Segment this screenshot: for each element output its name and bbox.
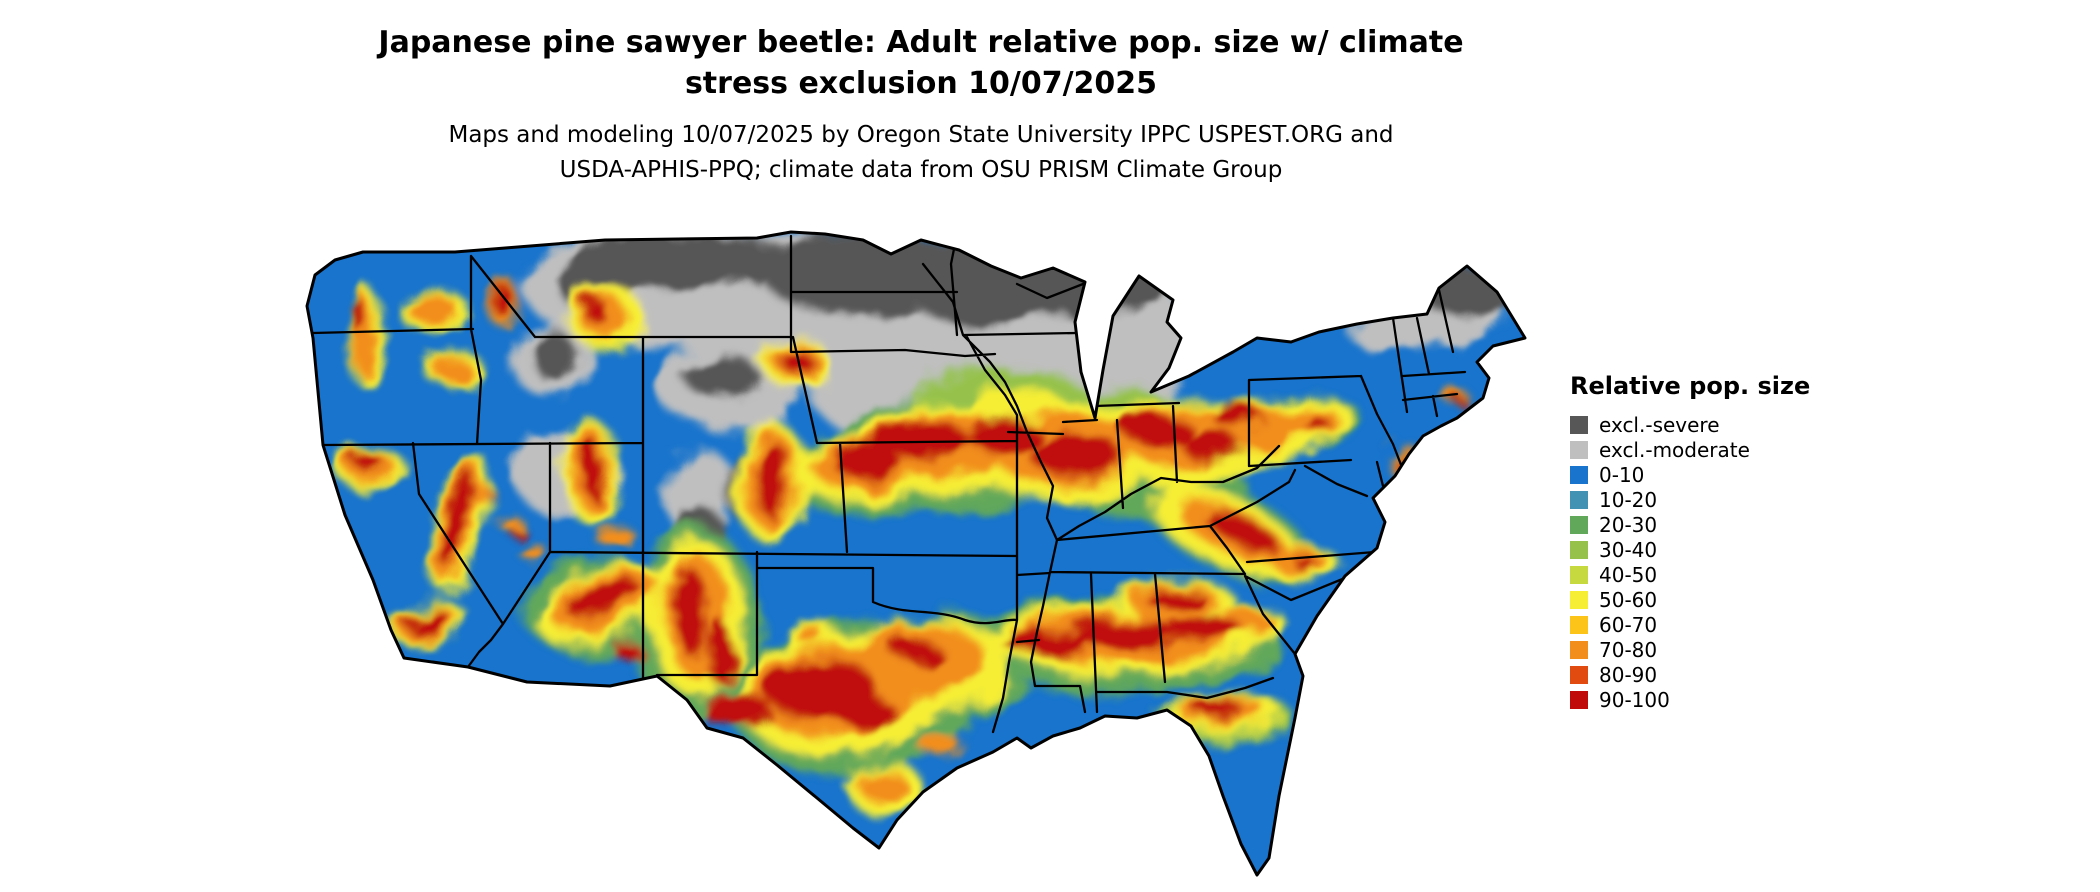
legend-item-excl-moderate: excl.-moderate <box>1570 437 1810 462</box>
legend-label: 0-10 <box>1599 462 1645 487</box>
legend-item-20-30: 20-30 <box>1570 512 1810 537</box>
legend-item-90-100: 90-100 <box>1570 687 1810 712</box>
legend-label: 20-30 <box>1599 512 1658 537</box>
legend-item-60-70: 60-70 <box>1570 612 1810 637</box>
legend-swatch <box>1570 665 1588 684</box>
legend-label: 60-70 <box>1599 612 1658 637</box>
legend-swatch <box>1570 590 1588 609</box>
legend: Relative pop. size excl.-severe excl.-mo… <box>1570 372 1810 712</box>
title-line-1: Japanese pine sawyer beetle: Adult relat… <box>378 25 1464 60</box>
legend-label: 80-90 <box>1599 662 1658 687</box>
legend-item-10-20: 10-20 <box>1570 487 1810 512</box>
legend-swatch <box>1570 540 1588 559</box>
legend-label: 40-50 <box>1599 562 1658 587</box>
population-peak-layer <box>350 282 1465 728</box>
legend-swatch <box>1570 640 1588 659</box>
legend-items: excl.-severe excl.-moderate 0-10 10-20 2… <box>1570 412 1810 712</box>
legend-label: 70-80 <box>1599 637 1658 662</box>
legend-item-excl-severe: excl.-severe <box>1570 412 1810 437</box>
us-map <box>305 230 1527 888</box>
legend-label: excl.-moderate <box>1599 437 1750 462</box>
legend-item-50-60: 50-60 <box>1570 587 1810 612</box>
legend-label: 30-40 <box>1599 537 1658 562</box>
legend-item-30-40: 30-40 <box>1570 537 1810 562</box>
legend-swatch <box>1570 690 1588 709</box>
legend-item-80-90: 80-90 <box>1570 662 1810 687</box>
legend-label: 90-100 <box>1599 687 1670 712</box>
legend-item-0-10: 0-10 <box>1570 462 1810 487</box>
legend-title: Relative pop. size <box>1570 372 1811 400</box>
subtitle-line-1: Maps and modeling 10/07/2025 by Oregon S… <box>448 122 1394 148</box>
us-map-svg <box>305 230 1527 877</box>
legend-swatch <box>1570 565 1588 584</box>
subtitle-line-2: USDA-APHIS-PPQ; climate data from OSU PR… <box>559 157 1283 183</box>
legend-swatch <box>1570 465 1588 484</box>
legend-swatch <box>1570 490 1588 509</box>
legend-swatch <box>1570 440 1588 459</box>
figure-header: Japanese pine sawyer beetle: Adult relat… <box>321 22 1521 188</box>
title-line-2: stress exclusion 10/07/2025 <box>684 66 1158 101</box>
legend-label: excl.-severe <box>1599 412 1720 437</box>
figure-title: Japanese pine sawyer beetle: Adult relat… <box>321 22 1521 104</box>
legend-swatch <box>1570 415 1588 434</box>
legend-label: 10-20 <box>1599 487 1658 512</box>
legend-item-40-50: 40-50 <box>1570 562 1810 587</box>
figure-subtitle: Maps and modeling 10/07/2025 by Oregon S… <box>321 118 1521 188</box>
legend-swatch <box>1570 515 1588 534</box>
legend-swatch <box>1570 615 1588 634</box>
legend-item-70-80: 70-80 <box>1570 637 1810 662</box>
legend-label: 50-60 <box>1599 587 1658 612</box>
state-borders <box>311 232 1467 734</box>
